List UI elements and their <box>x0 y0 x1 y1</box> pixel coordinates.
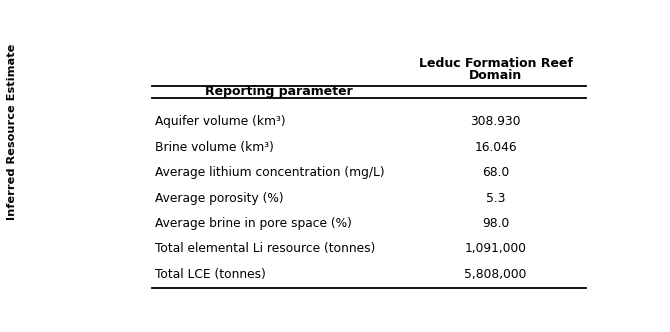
Text: Average porosity (%): Average porosity (%) <box>155 192 283 205</box>
Text: 98.0: 98.0 <box>482 217 509 230</box>
Text: Inferred Resource Estimate: Inferred Resource Estimate <box>7 44 17 220</box>
Text: 5,808,000: 5,808,000 <box>464 268 527 281</box>
Text: Average brine in pore space (%): Average brine in pore space (%) <box>155 217 352 230</box>
Text: 16.046: 16.046 <box>474 141 517 154</box>
Text: Brine volume (km³): Brine volume (km³) <box>155 141 274 154</box>
Text: 5.3: 5.3 <box>486 192 505 205</box>
Text: Total LCE (tonnes): Total LCE (tonnes) <box>155 268 266 281</box>
Text: Average lithium concentration (mg/L): Average lithium concentration (mg/L) <box>155 166 385 179</box>
Text: Aquifer volume (km³): Aquifer volume (km³) <box>155 115 285 128</box>
Text: 68.0: 68.0 <box>482 166 509 179</box>
Text: 1,091,000: 1,091,000 <box>465 242 527 255</box>
Text: Leduc Formation Reef: Leduc Formation Reef <box>419 57 573 70</box>
Text: Domain: Domain <box>469 69 523 82</box>
Text: Reporting parameter: Reporting parameter <box>205 85 352 98</box>
Text: Total elemental Li resource (tonnes): Total elemental Li resource (tonnes) <box>155 242 375 255</box>
Text: 308.930: 308.930 <box>470 115 521 128</box>
